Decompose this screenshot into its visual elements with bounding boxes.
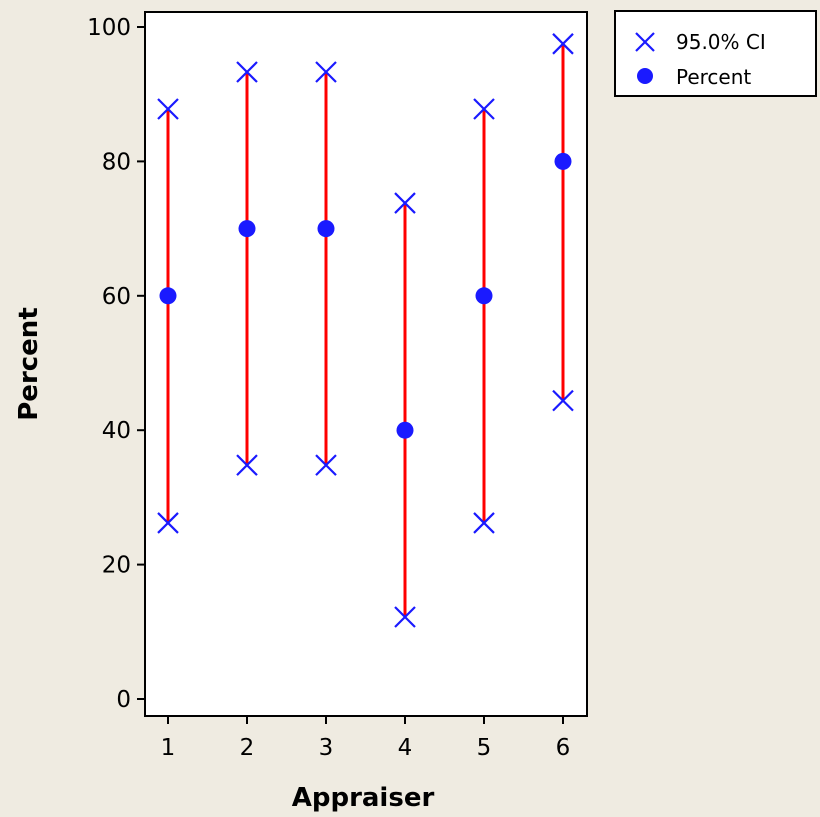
x-tick-label: 2 bbox=[240, 735, 255, 761]
ci-lower-marker bbox=[552, 389, 574, 412]
y-tick-label: 40 bbox=[102, 418, 131, 444]
legend-label-ci: 95.0% CI bbox=[676, 30, 766, 54]
x-tick-label: 4 bbox=[398, 735, 413, 761]
y-tick-label: 60 bbox=[102, 284, 131, 310]
percent-point bbox=[554, 152, 572, 170]
percent-point bbox=[238, 220, 256, 238]
y-tick-label: 0 bbox=[116, 687, 131, 713]
ci-upper-marker bbox=[552, 33, 574, 55]
series-group bbox=[157, 33, 574, 628]
legend: 95.0% CI Percent bbox=[614, 10, 817, 97]
legend-label-percent: Percent bbox=[676, 65, 751, 89]
x-axis: 1 2 3 4 5 6 bbox=[161, 716, 571, 761]
y-tick-label: 80 bbox=[102, 149, 131, 175]
percent-point bbox=[317, 220, 335, 238]
y-tick-label: 100 bbox=[87, 15, 131, 41]
ci-upper-marker bbox=[394, 192, 416, 214]
ci-upper-marker bbox=[315, 61, 337, 83]
ci-lower-marker bbox=[315, 454, 337, 476]
ci-lower-marker bbox=[236, 454, 258, 476]
x-tick-label: 6 bbox=[556, 735, 571, 761]
ci-upper-marker bbox=[236, 61, 258, 83]
percent-point bbox=[159, 287, 177, 305]
x-tick-label: 3 bbox=[319, 735, 334, 761]
y-axis: 0 20 40 60 80 100 bbox=[87, 15, 145, 713]
x-tick-label: 1 bbox=[161, 735, 176, 761]
ci-lower-marker bbox=[473, 512, 495, 534]
ci-upper-marker bbox=[473, 98, 495, 120]
x-axis-title: Appraiser bbox=[292, 783, 435, 813]
ci-upper-marker bbox=[157, 98, 179, 120]
x-tick-label: 5 bbox=[477, 735, 492, 761]
plot-area bbox=[144, 11, 588, 717]
y-tick-label: 20 bbox=[102, 553, 131, 579]
legend-percent-marker-icon bbox=[637, 68, 653, 84]
y-axis-title: Percent bbox=[14, 307, 44, 421]
legend-ci-marker-icon bbox=[635, 32, 655, 52]
ci-lower-marker bbox=[394, 606, 416, 628]
ci-lower-marker bbox=[157, 512, 179, 534]
percent-point bbox=[475, 287, 493, 305]
percent-point bbox=[396, 421, 414, 439]
